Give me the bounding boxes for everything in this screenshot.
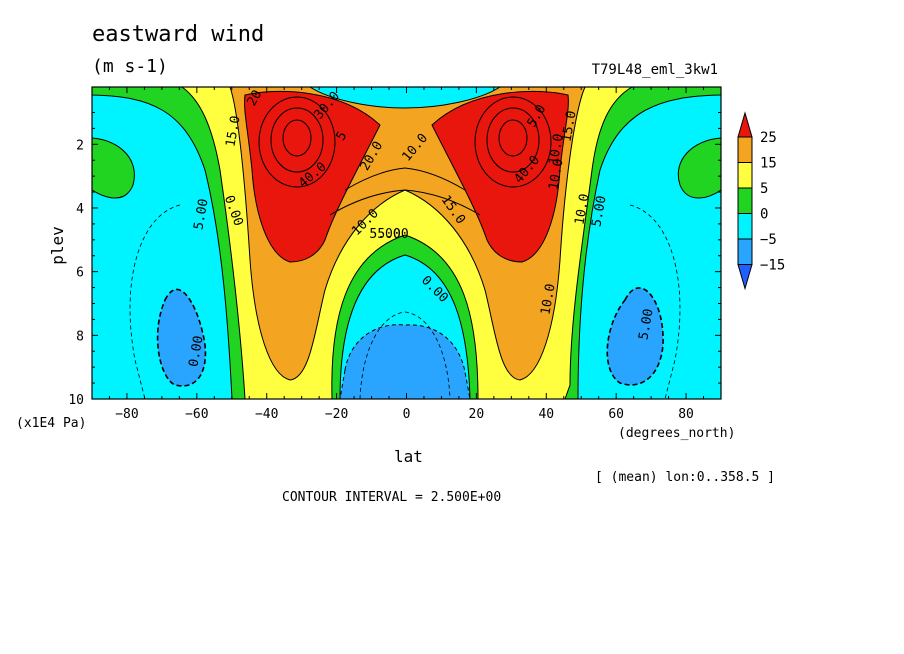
y-tick-label: 8 (76, 329, 84, 344)
contour-label: 15.0 (559, 110, 579, 143)
x-tick-label: 60 (608, 407, 624, 422)
region-gt25-left-jet (244, 90, 381, 263)
contour-label: 5.00 (191, 198, 211, 231)
mean-footer: [ (mean) lon:0..358.5 ] (595, 470, 776, 485)
region-top-negative (309, 87, 501, 109)
colorbar-label: 15 (760, 156, 777, 172)
contour-label: 5.00 (636, 308, 656, 341)
contour-label: 10.0 (572, 193, 592, 226)
x-tick-label: 0 (403, 407, 411, 422)
x-axis-label: lat (394, 447, 423, 466)
x-tick-label: 80 (678, 407, 694, 422)
y-tick-label: 4 (76, 202, 84, 217)
y-tick-label: 2 (76, 138, 84, 153)
colorbar-bottom-arrow (737, 264, 753, 291)
region-lt-neg5-left (156, 288, 207, 387)
contour-interval-label: CONTOUR INTERVAL = 2.500E+00 (282, 490, 502, 505)
colorbar-label: 0 (760, 207, 768, 223)
colorbar-label: 25 (760, 130, 777, 146)
colorbar-swatch (737, 187, 753, 214)
region-gt25-right-jet (431, 90, 569, 263)
chart-units: (m s-1) (92, 56, 168, 77)
run-label: T79L48_eml_3kw1 (591, 62, 718, 78)
contour-label: 10.0 (538, 283, 558, 316)
x-axis: −80 −60 −40 −20 0 20 40 60 80 (91, 87, 722, 422)
jet-contours (258, 96, 552, 216)
x-tick-label: −20 (325, 407, 348, 422)
colorbar: 25 15 5 0 −5 −15 (737, 111, 785, 291)
region-0-5-right-bulge (677, 137, 721, 199)
region-lt-neg5-center (339, 324, 471, 399)
colorbar-swatch (737, 162, 753, 189)
y-tick-label: 6 (76, 266, 84, 281)
region-lt-neg5-right (606, 287, 664, 386)
negative-contours (129, 204, 681, 399)
region-0-5-left-bulge (92, 137, 135, 199)
contour-label: 0.00 (186, 335, 206, 368)
colorbar-label: 5 (760, 181, 768, 197)
colorbar-label: −5 (760, 232, 777, 248)
colorbar-top-arrow (737, 111, 753, 138)
chart-title: eastward wind (92, 22, 265, 47)
contour-label: 15.0 (223, 115, 243, 148)
x-tick-label: 20 (469, 407, 485, 422)
contour-label: 5.00 (369, 227, 400, 242)
x-axis-unit: (degrees_north) (618, 426, 736, 441)
colorbar-swatch (737, 213, 753, 240)
colorbar-swatch (737, 136, 753, 163)
contour-label: 20 (245, 88, 266, 109)
x-tick-label: −40 (255, 407, 278, 422)
x-tick-label: −60 (185, 407, 208, 422)
y-axis-unit: (x1E4 Pa) (16, 416, 87, 431)
colorbar-label: −15 (760, 258, 785, 274)
contour-label: 10.0 (546, 133, 566, 166)
colorbar-swatch (737, 238, 753, 265)
contour-label: 10.0 (546, 158, 566, 191)
y-axis: 2 4 6 8 10 (68, 111, 721, 408)
y-tick-label: 10 (68, 393, 84, 408)
contour-label: 5.00 (589, 195, 609, 228)
contour-label: 5.00 (377, 227, 408, 242)
x-tick-label: 40 (538, 407, 554, 422)
x-tick-label: −80 (115, 407, 138, 422)
